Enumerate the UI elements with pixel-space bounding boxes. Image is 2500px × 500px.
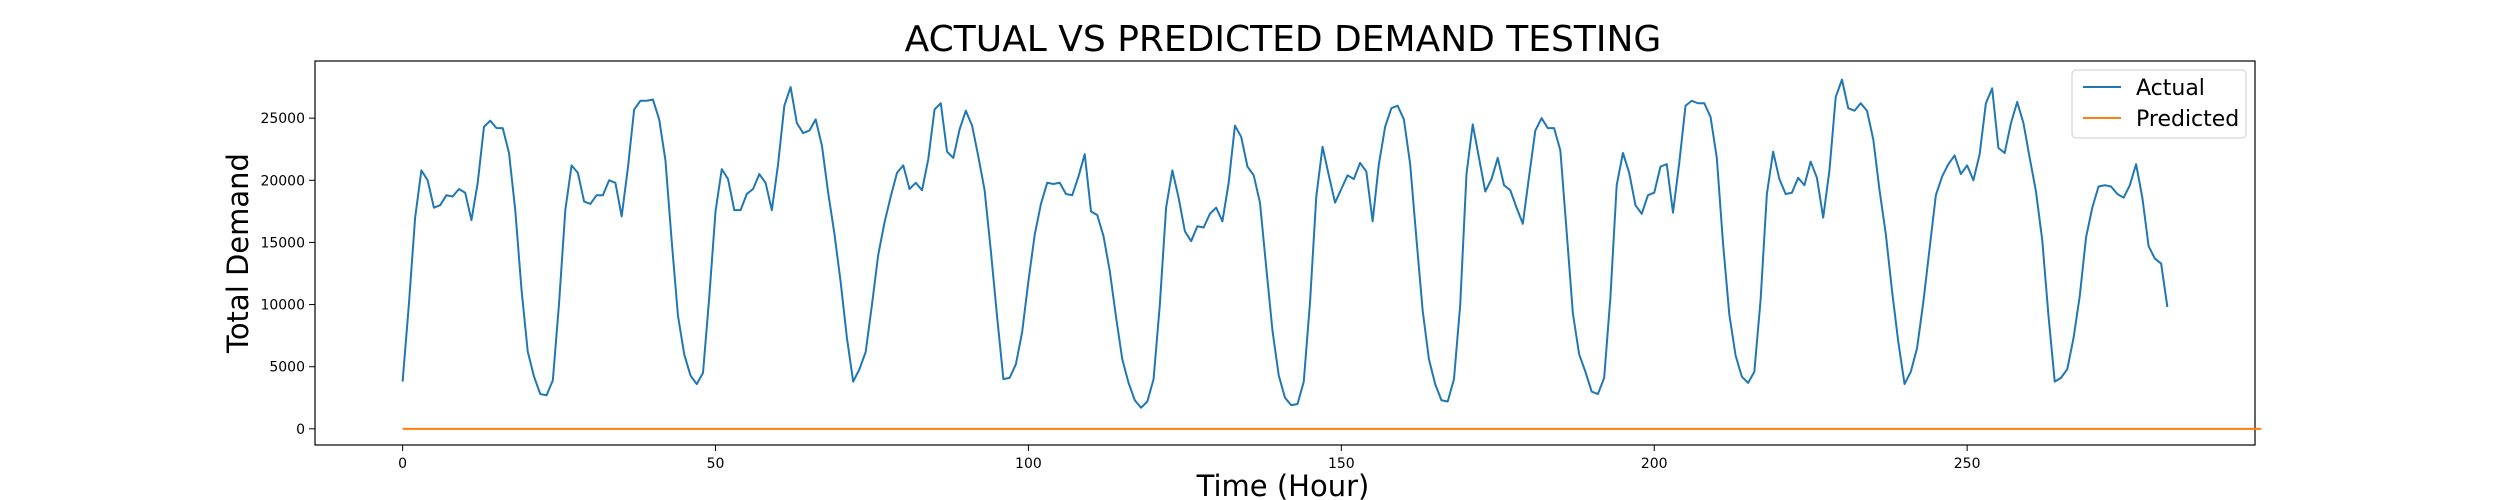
x-tick-label: 50 xyxy=(707,456,725,472)
series-line-actual xyxy=(401,78,2169,409)
legend-label-actual: Actual xyxy=(2136,76,2205,101)
y-axis: 0 5000 10000 15000 20000 25000 xyxy=(260,111,315,438)
y-tick-label: 5000 xyxy=(269,360,305,376)
plot-frame xyxy=(314,60,2256,446)
x-tick-label: 250 xyxy=(1954,456,1981,472)
x-tick-label: 0 xyxy=(398,456,407,472)
y-tick-label: 15000 xyxy=(260,235,305,251)
legend: Actual Predicted xyxy=(2071,69,2247,139)
series-layer xyxy=(401,78,2262,430)
x-tick-label: 150 xyxy=(1328,456,1355,472)
x-axis: 0 50 100 150 200 250 xyxy=(398,445,1980,472)
x-tick-label: 100 xyxy=(1015,456,1042,472)
y-tick-label: 25000 xyxy=(260,111,305,127)
x-axis-label: Time (Hour) xyxy=(1196,469,1370,500)
y-axis-label: Total Demand xyxy=(221,153,255,354)
y-tick-label: 10000 xyxy=(260,298,305,314)
plot-area xyxy=(314,60,2256,446)
chart-title: ACTUAL VS PREDICTED DEMAND TESTING xyxy=(905,19,1662,60)
y-tick-label: 0 xyxy=(296,422,305,438)
x-tick-label: 200 xyxy=(1641,456,1668,472)
legend-label-predicted: Predicted xyxy=(2136,107,2239,132)
y-tick-label: 20000 xyxy=(260,173,305,189)
